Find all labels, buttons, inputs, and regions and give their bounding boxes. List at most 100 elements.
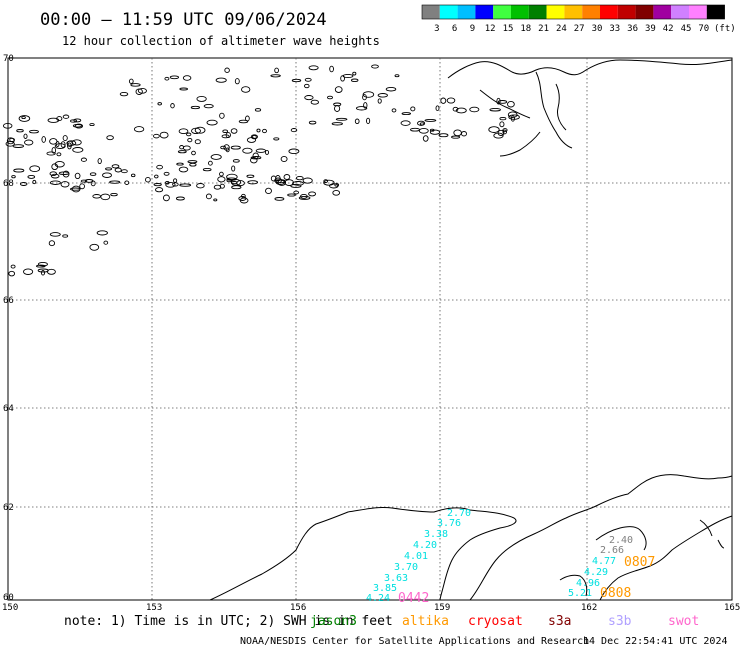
ice-contour [308, 191, 317, 197]
ice-contour [502, 129, 507, 135]
ice-contour [288, 148, 300, 155]
ice-contour [49, 180, 61, 185]
ice-contour [461, 131, 467, 137]
ice-contour [331, 122, 343, 126]
ice-contour [102, 172, 112, 178]
ice-contour [497, 100, 508, 104]
ice-contour [493, 132, 504, 139]
ice-contour [74, 172, 81, 180]
ice-contour [215, 77, 227, 83]
ice-contour [56, 152, 62, 157]
color-scale-swatch [439, 5, 458, 19]
ice-contour [499, 121, 505, 128]
ice-contour [385, 86, 397, 92]
ice-contour [135, 88, 143, 95]
wave-height-color-scale: 3 6 9 12 15 18 21 24 27 30 33 36 39 42 45 70 [421, 4, 725, 34]
ice-contour [327, 95, 333, 100]
peninsula-coast [599, 515, 733, 601]
ice-contour [164, 76, 170, 81]
ice-contour [172, 182, 179, 187]
ice-contour [179, 87, 189, 91]
ice-contour [8, 270, 16, 277]
ice-contour [329, 65, 334, 73]
color-scale-label: 15 [503, 24, 514, 34]
ice-contour [80, 157, 87, 162]
swh-label: 4.29 [584, 567, 608, 578]
ice-contour [290, 128, 298, 133]
ice-contour [100, 193, 111, 201]
ice-contour [224, 67, 230, 73]
ice-contour [186, 132, 192, 137]
ice-contour [182, 75, 192, 81]
ice-contour [205, 193, 212, 200]
ice-contour [377, 98, 382, 104]
ice-contour [153, 133, 160, 139]
ice-contour [70, 119, 78, 123]
ice-contour [489, 107, 501, 112]
ice-contour [230, 178, 242, 186]
ice-contour [290, 183, 302, 188]
ice-contour [219, 171, 224, 177]
color-scale-label: 33 [609, 24, 620, 34]
ice-contour [242, 147, 253, 154]
ice-contour [401, 112, 412, 116]
ice-contour [202, 167, 212, 172]
ice-contour [13, 168, 25, 173]
map-title: 00:00 – 11:59 UTC 09/06/2024 [40, 10, 327, 30]
ice-contour [225, 132, 231, 139]
ice-contour [410, 106, 416, 112]
ice-contour [304, 95, 314, 101]
map-frame [7, 57, 733, 601]
ice-contour [49, 171, 58, 177]
ice-contour [352, 71, 357, 76]
ice-contour [241, 86, 251, 93]
satellite-legend: jason3 altika cryosat s3a s3b swot [310, 614, 699, 629]
ice-contour [298, 195, 311, 200]
ice-contour [438, 133, 449, 138]
ice-contour [377, 93, 388, 98]
ice-contour [92, 194, 102, 199]
ice-contour [40, 270, 46, 276]
sea-ice-contours [2, 64, 520, 277]
ice-contour [332, 189, 341, 196]
ice-contour [507, 111, 518, 118]
ice-contour [62, 170, 70, 178]
swh-label: 3.76 [437, 518, 461, 529]
ice-contour [130, 83, 141, 87]
ice-contour [292, 181, 304, 186]
color-scale-swatch [493, 5, 511, 19]
color-scale-label: 6 [452, 24, 457, 34]
swh-label: 4.96 [576, 578, 600, 589]
legend-note: note: 1) Time is in UTC; 2) SWH is in fe… [64, 614, 393, 629]
ice-contour [222, 129, 229, 133]
ice-contour [49, 138, 58, 145]
ice-contour [210, 154, 222, 160]
ice-contour [391, 108, 397, 113]
ice-contour [453, 129, 462, 137]
color-scale-swatch [582, 5, 600, 19]
ice-contour [67, 142, 72, 150]
satellite-legend-item: s3b [608, 614, 632, 629]
ice-contour [499, 116, 507, 121]
ice-contour [48, 240, 56, 247]
ice-contour [507, 100, 515, 108]
color-scale-label: 24 [556, 24, 567, 34]
swh-label: 2.40 [609, 535, 633, 546]
ice-contour [32, 179, 37, 185]
swh-labels: 2.703.763.384.204.013.703.633.854.24 2.40… [366, 508, 633, 604]
swh-label: 3.85 [373, 583, 397, 594]
ice-contour [424, 118, 437, 122]
ice-contour [190, 105, 201, 110]
swh-label: 2.66 [600, 545, 624, 556]
ice-contour [37, 261, 48, 267]
ice-contour [283, 174, 291, 180]
ice-contour [109, 180, 121, 184]
color-scale-swatch [457, 5, 476, 19]
ice-contour [23, 133, 28, 139]
ice-contour [280, 155, 288, 163]
color-scale-swatch [653, 5, 672, 19]
ice-contour [163, 171, 170, 176]
ice-contour [355, 106, 368, 111]
ice-contour [219, 183, 225, 189]
ice-contour [133, 126, 145, 133]
